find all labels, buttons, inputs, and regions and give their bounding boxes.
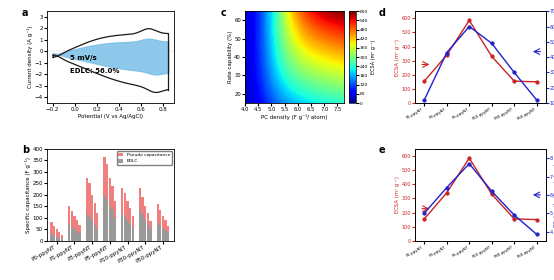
Bar [106,164,109,200]
Bar [114,218,116,241]
Bar [91,195,93,221]
Bar [106,200,109,241]
Bar [50,234,53,241]
Bar [68,206,70,224]
Bar [129,223,131,241]
Bar [157,204,159,223]
Bar [53,226,55,235]
Bar [147,213,149,224]
Bar [165,220,167,230]
Bar [162,228,164,241]
Bar [61,235,63,239]
Bar [104,157,106,196]
Bar [121,188,124,214]
Y-axis label: ECSA (m² g⁻¹): ECSA (m² g⁻¹) [371,40,376,74]
Bar [141,197,143,214]
Bar [58,238,60,241]
Bar [132,216,134,228]
Bar [68,224,70,241]
Bar [55,237,58,241]
Y-axis label: Current density (A g⁻¹): Current density (A g⁻¹) [27,26,33,88]
Text: EDLC: 56.0%: EDLC: 56.0% [70,68,120,74]
Y-axis label: Specific capacitance (F g⁻¹): Specific capacitance (F g⁻¹) [25,157,31,233]
Bar [76,231,78,241]
Bar [111,186,114,209]
Bar [124,216,126,241]
Bar [58,232,60,238]
Bar [86,214,88,241]
Bar [111,209,114,241]
Bar [139,188,141,209]
Bar [126,220,129,241]
Bar [162,216,164,228]
Text: 5 mV/s: 5 mV/s [70,55,96,61]
Bar [144,220,146,241]
Bar [167,232,170,241]
Y-axis label: Rate capability (%): Rate capability (%) [228,31,233,83]
Text: b: b [22,145,29,155]
Bar [167,226,170,232]
Bar [109,206,111,241]
Bar [71,211,73,227]
Bar [149,229,152,241]
Bar [76,220,78,231]
Bar [53,235,55,241]
Y-axis label: ECSA (m² g⁻¹): ECSA (m² g⁻¹) [396,176,401,213]
Bar [91,221,93,241]
Bar [96,213,99,229]
Bar [94,203,96,225]
Bar [159,209,161,225]
Bar [121,214,124,241]
Bar [73,229,75,241]
Bar [159,225,161,241]
Bar [114,200,116,218]
Bar [139,209,141,241]
Bar [147,224,149,241]
Bar [157,223,159,241]
Bar [73,216,75,229]
Bar [132,228,134,241]
Bar [79,225,81,234]
Text: e: e [379,145,386,155]
Legend: Pseudo capacitance, EDLC: Pseudo capacitance, EDLC [117,151,172,165]
X-axis label: PC density (F g⁻¹/ atom): PC density (F g⁻¹/ atom) [261,114,328,120]
Text: d: d [379,8,386,18]
Bar [165,230,167,241]
Bar [50,222,53,234]
Bar [94,225,96,241]
Bar [89,217,91,241]
Text: a: a [22,8,28,18]
Bar [96,229,99,241]
Bar [144,206,146,220]
Text: c: c [220,8,226,18]
Bar [109,178,111,206]
Bar [126,201,129,220]
Bar [89,183,91,217]
Bar [124,193,126,216]
Bar [55,229,58,237]
Bar [61,239,63,241]
Y-axis label: ECSA (m² g⁻¹): ECSA (m² g⁻¹) [396,39,401,76]
Bar [86,178,88,214]
X-axis label: Potential (V vs Ag/AgCl): Potential (V vs Ag/AgCl) [78,114,143,119]
Bar [104,196,106,241]
Bar [141,214,143,241]
Bar [71,227,73,241]
Bar [149,221,152,229]
Bar [129,208,131,223]
Bar [79,234,81,241]
